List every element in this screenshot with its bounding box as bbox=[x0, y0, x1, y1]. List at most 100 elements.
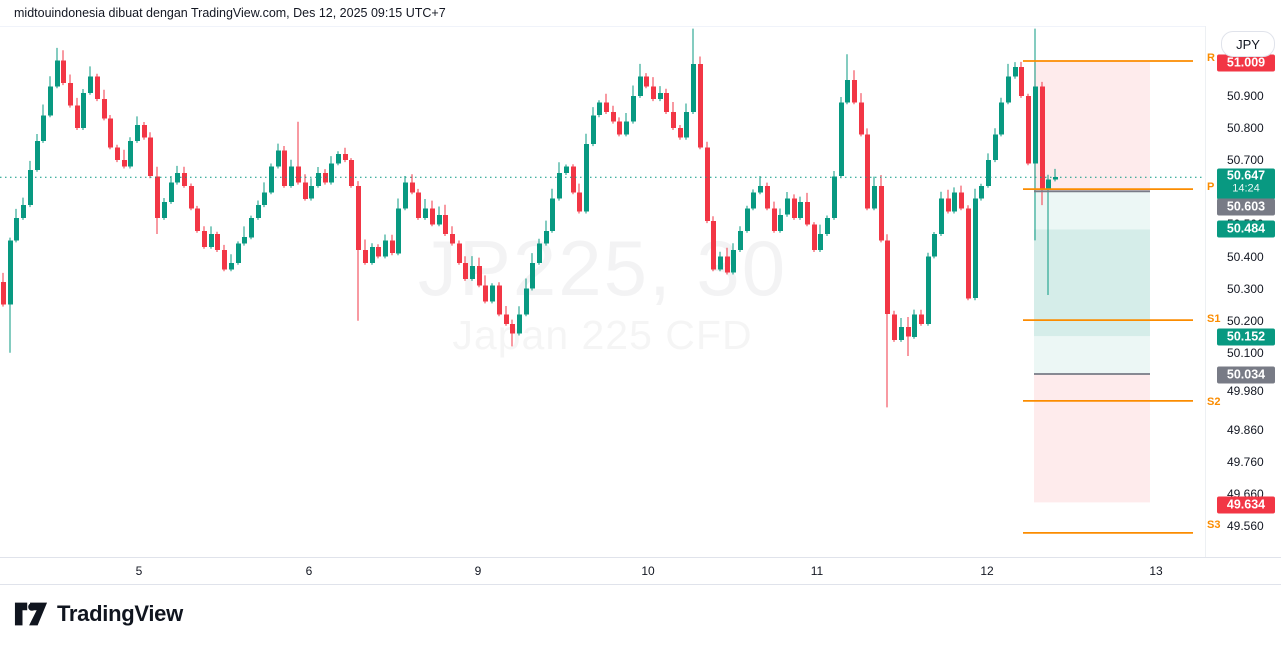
candle-body bbox=[68, 83, 73, 106]
candle-body bbox=[135, 124, 140, 141]
candle-body bbox=[122, 160, 127, 167]
candle-body bbox=[229, 262, 234, 270]
candle-body bbox=[21, 205, 26, 218]
candle-body bbox=[517, 314, 522, 334]
level-price-label: 50.152 bbox=[1217, 328, 1275, 346]
candle-body bbox=[490, 285, 495, 302]
candle-body bbox=[142, 124, 147, 138]
candle-body bbox=[363, 250, 368, 263]
candle-body bbox=[557, 173, 562, 199]
candle-body bbox=[711, 221, 716, 270]
candle-body bbox=[664, 92, 669, 113]
candle-body bbox=[986, 160, 991, 186]
candle-body bbox=[1046, 179, 1051, 190]
tradingview-logo[interactable]: TradingView bbox=[14, 601, 183, 627]
candle-body bbox=[617, 121, 622, 135]
candle-body bbox=[604, 102, 609, 112]
candle-body bbox=[416, 192, 421, 218]
candle-body bbox=[872, 185, 877, 209]
candle-body bbox=[959, 192, 964, 209]
candle-body bbox=[169, 182, 174, 202]
candle-body bbox=[256, 205, 261, 218]
candle-body bbox=[396, 208, 401, 254]
candle-body bbox=[215, 234, 220, 250]
candle-body bbox=[41, 115, 46, 141]
candle-body bbox=[155, 176, 160, 218]
candle-body bbox=[839, 102, 844, 177]
candle-body bbox=[852, 79, 857, 103]
candle-body bbox=[571, 166, 576, 193]
candle-body bbox=[1033, 86, 1038, 164]
candle-body bbox=[678, 128, 683, 138]
candle-body bbox=[403, 182, 408, 209]
candle-body bbox=[162, 201, 167, 218]
candle-body bbox=[370, 246, 375, 263]
candle-body bbox=[979, 185, 984, 199]
price-tick-label: 50.400 bbox=[1227, 250, 1264, 264]
pivot-letter-S3: S3 bbox=[1207, 519, 1221, 531]
candle-body bbox=[189, 185, 194, 209]
level-price-label: 50.034 bbox=[1217, 366, 1275, 384]
currency-toggle-button[interactable]: JPY bbox=[1221, 31, 1275, 57]
candle-body bbox=[8, 240, 13, 305]
price-tick-label: 50.300 bbox=[1227, 282, 1264, 296]
candle-body bbox=[892, 314, 897, 340]
candle-body bbox=[671, 112, 676, 129]
candle-body bbox=[999, 102, 1004, 135]
candle-body bbox=[725, 256, 730, 273]
price-tick-label: 49.560 bbox=[1227, 519, 1264, 533]
candle-body bbox=[684, 112, 689, 138]
price-tick-label: 49.980 bbox=[1227, 384, 1264, 398]
price-tick-label: 49.760 bbox=[1227, 455, 1264, 469]
tradingview-logo-text: TradingView bbox=[57, 601, 183, 626]
candle-body bbox=[356, 185, 361, 251]
candle-body bbox=[1013, 67, 1018, 77]
candle-body bbox=[638, 76, 643, 96]
candle-body bbox=[276, 150, 281, 167]
time-axis[interactable]: 5 6 9 10 11 12 13 bbox=[0, 558, 1281, 584]
candle-body bbox=[651, 86, 656, 100]
candle-body bbox=[885, 240, 890, 315]
candle-body bbox=[993, 134, 998, 161]
candle-body bbox=[537, 243, 542, 263]
candlestick-chart[interactable] bbox=[0, 0, 1205, 557]
candle-body bbox=[336, 153, 341, 164]
candle-body bbox=[812, 224, 817, 251]
candle-body bbox=[731, 250, 736, 273]
candle-body bbox=[758, 185, 763, 193]
pane-top-border bbox=[0, 26, 1205, 27]
level-price-label: 49.634 bbox=[1217, 496, 1275, 514]
candle-body bbox=[912, 314, 917, 337]
price-tick-label: 50.800 bbox=[1227, 121, 1264, 135]
candle-body bbox=[182, 173, 187, 186]
pivot-letter-P: P bbox=[1207, 181, 1215, 193]
price-axis[interactable]: JPY 50.90050.80050.70050.50050.40050.300… bbox=[1205, 0, 1281, 557]
candle-body bbox=[175, 173, 180, 183]
candle-body bbox=[81, 92, 86, 129]
candle-body bbox=[798, 201, 803, 218]
candle-body bbox=[437, 214, 442, 225]
candle-body bbox=[584, 144, 589, 212]
candle-body bbox=[430, 208, 435, 225]
candle-body bbox=[510, 323, 515, 334]
time-tick-label: 12 bbox=[980, 564, 994, 578]
candle-body bbox=[463, 262, 468, 279]
candle-body bbox=[1006, 76, 1011, 103]
candle-body bbox=[88, 76, 93, 93]
candle-body bbox=[899, 327, 904, 340]
candle-body bbox=[349, 160, 354, 186]
candle-body bbox=[550, 198, 555, 231]
candle-body bbox=[859, 102, 864, 135]
candle-body bbox=[644, 76, 649, 87]
candle-body bbox=[303, 182, 308, 199]
candle-body bbox=[845, 79, 850, 103]
candle-body bbox=[55, 60, 60, 87]
candle-body bbox=[530, 262, 535, 289]
level-price-label: 50.484 bbox=[1217, 220, 1275, 238]
candle-body bbox=[1053, 177, 1058, 180]
candle-body bbox=[457, 243, 462, 263]
candle-body bbox=[48, 86, 53, 116]
candle-body bbox=[966, 208, 971, 299]
candle-body bbox=[939, 198, 944, 234]
candle-body bbox=[926, 256, 931, 324]
